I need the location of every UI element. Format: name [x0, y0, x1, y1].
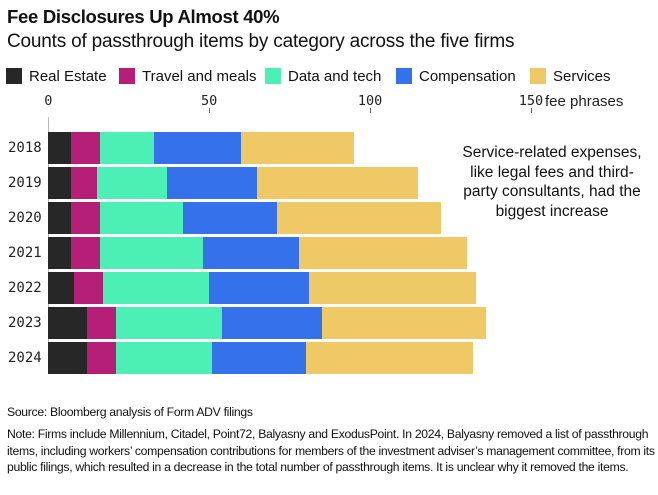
bar-segment-services-2018 — [241, 131, 354, 164]
legend-label: Data and tech — [288, 67, 382, 85]
x-tick-mark — [209, 108, 210, 113]
chart-title: Fee Disclosures Up Almost 40% — [7, 6, 280, 27]
bar-segment-travel-and-meals-2019 — [70, 166, 97, 199]
bar-segment-data-and-tech-2022 — [103, 271, 210, 304]
y-tick-label: 2021 — [8, 244, 42, 261]
bar-segment-real-estate-2020 — [48, 201, 71, 234]
bar-segment-data-and-tech-2023 — [115, 306, 223, 339]
bar-segment-real-estate-2019 — [48, 166, 71, 199]
legend-item: Data and tech — [265, 67, 381, 85]
bar-segment-services-2023 — [321, 306, 486, 339]
bar-segment-compensation-2018 — [154, 131, 242, 164]
x-tick-mark — [370, 108, 371, 113]
bar-segment-real-estate-2018 — [48, 131, 71, 164]
annotation: Service-related expenses, like legal fee… — [462, 144, 642, 220]
legend-swatch — [396, 68, 412, 84]
x-tick-label: 0 — [44, 93, 53, 109]
x-axis-unit-label: fee phrases — [545, 93, 624, 110]
legend-label: Travel and meals — [142, 67, 257, 85]
legend-label: Compensation — [419, 67, 516, 85]
bar-segment-data-and-tech-2020 — [99, 201, 184, 234]
bar-segment-travel-and-meals-2021 — [70, 236, 100, 269]
legend-swatch — [530, 68, 546, 84]
x-tick-label: 150 — [518, 93, 544, 109]
legend-label: Services — [553, 67, 611, 85]
y-tick-label: 2024 — [8, 349, 42, 366]
legend-swatch — [265, 68, 281, 84]
bar-segment-travel-and-meals-2022 — [74, 271, 103, 304]
bar-segment-real-estate-2024 — [48, 341, 87, 374]
y-tick-label: 2020 — [8, 209, 42, 226]
bar-segment-compensation-2022 — [209, 271, 309, 304]
bar-segment-services-2019 — [257, 166, 419, 199]
legend-item: Real Estate — [6, 67, 107, 85]
bar-segment-services-2024 — [305, 341, 474, 374]
bar-segment-travel-and-meals-2018 — [70, 131, 100, 164]
y-tick-label: 2022 — [8, 279, 42, 296]
legend-swatch — [6, 68, 22, 84]
footnote: Note: Firms include Millennium, Citadel,… — [7, 427, 655, 475]
bar-segment-data-and-tech-2021 — [99, 236, 203, 269]
y-tick-label: 2019 — [8, 174, 42, 191]
legend-swatch — [119, 68, 135, 84]
x-tick-label: 100 — [357, 93, 383, 109]
chart-subtitle: Counts of passthrough items by category … — [7, 31, 515, 52]
bar-segment-compensation-2020 — [183, 201, 277, 234]
y-tick-label: 2018 — [8, 139, 42, 156]
bar-segment-compensation-2021 — [202, 236, 300, 269]
bar-segment-travel-and-meals-2024 — [86, 341, 116, 374]
bar-segment-services-2020 — [276, 201, 441, 234]
bar-segment-services-2022 — [308, 271, 477, 304]
bar-segment-data-and-tech-2018 — [99, 131, 155, 164]
bar-segment-compensation-2024 — [212, 341, 306, 374]
bar-segment-travel-and-meals-2020 — [70, 201, 100, 234]
bar-segment-data-and-tech-2024 — [115, 341, 213, 374]
bar-segment-real-estate-2022 — [48, 271, 75, 304]
bar-segment-travel-and-meals-2023 — [86, 306, 116, 339]
bar-segment-compensation-2019 — [167, 166, 258, 199]
legend-item: Services — [530, 67, 611, 85]
bar-segment-data-and-tech-2019 — [96, 166, 168, 199]
bar-segment-services-2021 — [299, 236, 467, 269]
source-note: Source: Bloomberg analysis of Form ADV f… — [7, 405, 253, 419]
legend-item: Travel and meals — [119, 67, 257, 85]
bar-segment-real-estate-2023 — [48, 306, 87, 339]
legend-item: Compensation — [396, 67, 516, 85]
legend-label: Real Estate — [29, 67, 107, 85]
bar-segment-compensation-2023 — [222, 306, 322, 339]
x-tick-mark — [531, 108, 532, 113]
x-tick-label: 50 — [201, 93, 218, 109]
y-tick-label: 2023 — [8, 314, 42, 331]
bar-segment-real-estate-2021 — [48, 236, 71, 269]
